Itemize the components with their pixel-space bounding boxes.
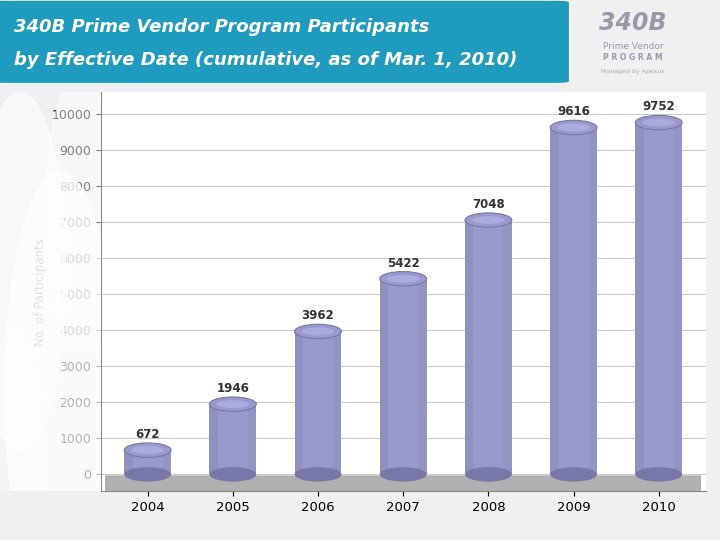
Bar xyxy=(588,127,597,474)
Ellipse shape xyxy=(125,443,171,457)
Ellipse shape xyxy=(465,467,512,482)
Circle shape xyxy=(5,172,116,540)
Y-axis label: No. of Participants: No. of Participants xyxy=(34,238,47,346)
Circle shape xyxy=(0,92,66,451)
Bar xyxy=(105,474,701,491)
Bar xyxy=(379,279,388,474)
Ellipse shape xyxy=(125,467,171,482)
Text: 9752: 9752 xyxy=(642,100,675,113)
Text: 340B Prime Vendor Program Participants: 340B Prime Vendor Program Participants xyxy=(14,18,429,36)
Text: 3962: 3962 xyxy=(302,309,334,322)
Text: Prime Vendor: Prime Vendor xyxy=(603,42,663,51)
Bar xyxy=(210,404,256,474)
Text: 9616: 9616 xyxy=(557,105,590,118)
Ellipse shape xyxy=(550,467,597,482)
Ellipse shape xyxy=(379,272,427,286)
Ellipse shape xyxy=(557,124,590,131)
Bar xyxy=(465,220,512,474)
Bar xyxy=(465,220,473,474)
Bar xyxy=(163,450,171,474)
Ellipse shape xyxy=(635,467,682,482)
Ellipse shape xyxy=(210,467,256,482)
Text: by Effective Date (cumulative, as of Mar. 1, 2010): by Effective Date (cumulative, as of Mar… xyxy=(14,51,518,69)
FancyBboxPatch shape xyxy=(0,1,569,83)
Bar xyxy=(333,332,341,474)
Bar xyxy=(635,123,682,474)
Text: 5422: 5422 xyxy=(387,256,420,269)
Bar xyxy=(248,404,256,474)
Bar xyxy=(635,123,644,474)
Circle shape xyxy=(0,332,45,540)
Ellipse shape xyxy=(294,324,341,339)
Bar xyxy=(294,332,341,474)
Bar xyxy=(674,123,682,474)
Ellipse shape xyxy=(635,116,682,130)
Text: 7048: 7048 xyxy=(472,198,505,211)
Ellipse shape xyxy=(210,397,256,411)
Ellipse shape xyxy=(642,119,675,126)
Text: 340B: 340B xyxy=(599,11,667,36)
Bar xyxy=(503,220,512,474)
Bar xyxy=(379,279,427,474)
Circle shape xyxy=(45,72,116,352)
Ellipse shape xyxy=(379,467,427,482)
Bar xyxy=(105,474,701,476)
Text: 672: 672 xyxy=(135,428,160,441)
Ellipse shape xyxy=(550,120,597,134)
Bar xyxy=(210,404,218,474)
Bar xyxy=(550,127,597,474)
Bar xyxy=(418,279,427,474)
Text: 1946: 1946 xyxy=(217,382,249,395)
Ellipse shape xyxy=(217,400,249,408)
Ellipse shape xyxy=(294,467,341,482)
Text: P R O G R A M: P R O G R A M xyxy=(603,53,662,62)
Ellipse shape xyxy=(302,327,334,335)
Bar xyxy=(294,332,303,474)
Text: Managed by Apexus: Managed by Apexus xyxy=(601,70,665,75)
Ellipse shape xyxy=(387,275,420,283)
Bar xyxy=(125,450,132,474)
Bar xyxy=(550,127,559,474)
Ellipse shape xyxy=(472,216,505,224)
Ellipse shape xyxy=(131,446,164,454)
Bar xyxy=(125,450,171,474)
Ellipse shape xyxy=(465,213,512,227)
